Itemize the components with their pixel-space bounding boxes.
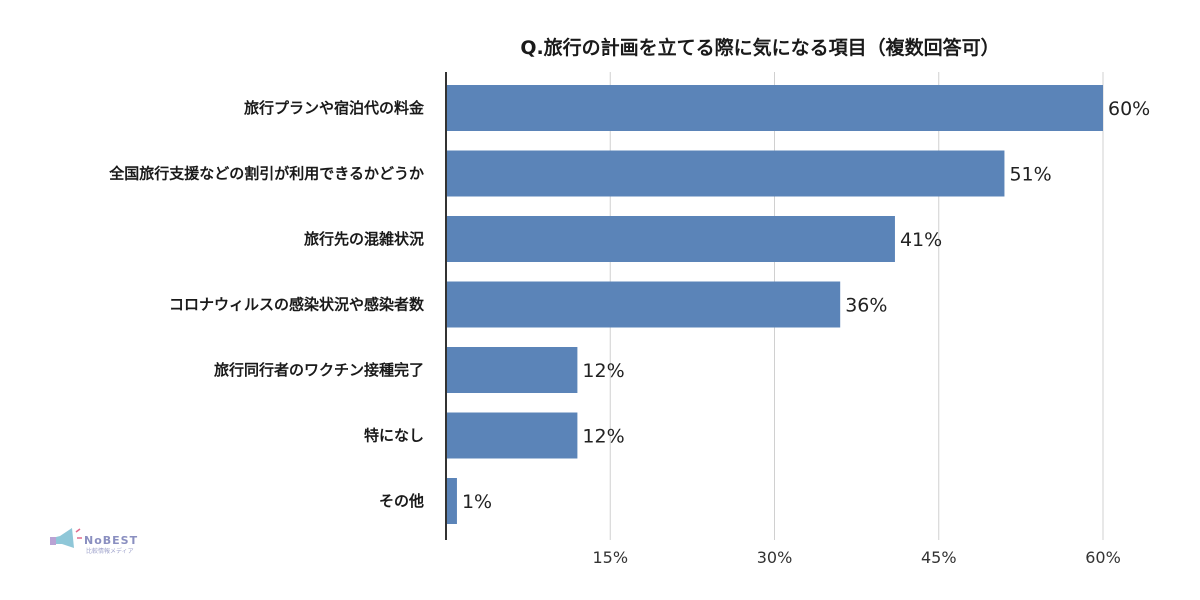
value-label: 51%: [1009, 164, 1051, 186]
category-label: 旅行同行者のワクチン接種完了: [214, 361, 424, 379]
bar: [446, 216, 895, 262]
category-label: その他: [379, 492, 424, 510]
value-label: 12%: [582, 426, 624, 448]
nobest-logo: NoBEST 比較情報メディア: [50, 528, 138, 555]
bar: [446, 478, 457, 524]
value-label: 12%: [582, 360, 624, 382]
category-label: コロナウィルスの感染状況や感染者数: [169, 296, 425, 314]
x-tick-label: 60%: [1085, 548, 1121, 567]
bar: [446, 85, 1103, 131]
megaphone-icon: [50, 528, 82, 548]
category-labels: 旅行プランや宿泊代の料金全国旅行支援などの割引が利用できるかどうか旅行先の混雑状…: [108, 99, 425, 510]
x-tick-label: 30%: [757, 548, 793, 567]
bar: [446, 150, 1005, 197]
value-label: 36%: [845, 295, 887, 317]
x-axis-ticks: 15% 30% 45% 60%: [592, 548, 1120, 567]
x-tick-label: 45%: [921, 548, 957, 567]
category-label: 旅行プランや宿泊代の料金: [244, 99, 425, 117]
category-label: 特になし: [364, 427, 424, 445]
category-label: 旅行先の混雑状況: [304, 230, 424, 248]
value-labels: 60% 51% 41% 36% 12% 12% 1%: [462, 98, 1150, 513]
chart-title: Q.旅行の計画を立てる際に気になる項目（複数回答可）: [520, 36, 999, 59]
bar: [446, 281, 841, 328]
logo-tagline: 比較情報メディア: [86, 547, 134, 555]
bar: [446, 412, 578, 459]
bar: [446, 347, 578, 393]
value-label: 41%: [900, 229, 942, 251]
category-label: 全国旅行支援などの割引が利用できるかどうか: [108, 165, 424, 183]
value-label: 60%: [1108, 98, 1150, 120]
x-tick-label: 15%: [592, 548, 628, 567]
logo-text: NoBEST: [84, 534, 138, 547]
value-label: 1%: [462, 491, 492, 513]
bars: [446, 85, 1103, 524]
